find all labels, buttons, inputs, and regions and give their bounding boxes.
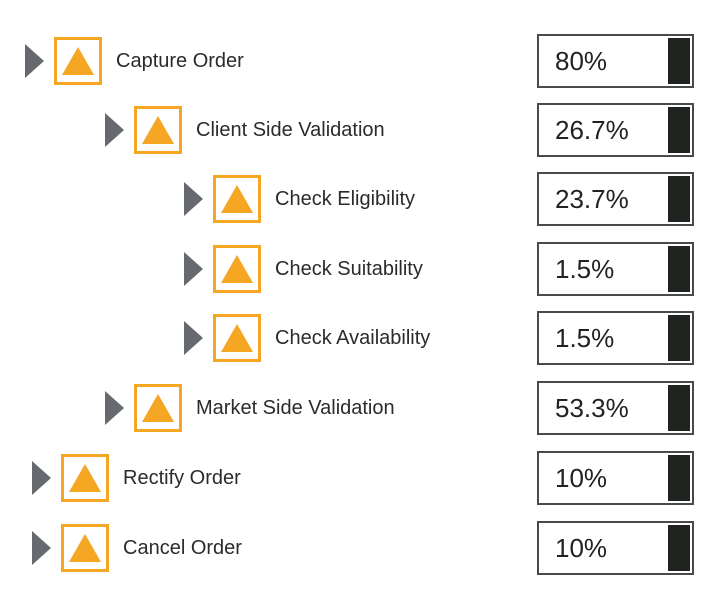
caret-right-icon[interactable] [32, 461, 51, 495]
value-bar [668, 455, 690, 501]
warning-triangle-icon [213, 175, 261, 223]
value-bar [668, 246, 690, 292]
caret-right-icon[interactable] [32, 531, 51, 565]
warning-triangle-icon [54, 37, 102, 85]
value-box: 23.7% [537, 172, 694, 226]
node-label: Client Side Validation [196, 118, 385, 141]
tree-row: Cancel Order 10% [0, 520, 716, 576]
value-text: 53.3% [555, 393, 629, 423]
caret-right-icon[interactable] [184, 321, 203, 355]
node-label: Check Eligibility [275, 187, 416, 210]
node-label: Capture Order [116, 49, 244, 72]
value-bar [668, 176, 690, 222]
value-text: 1.5% [555, 323, 615, 353]
node-label: Check Availability [275, 326, 431, 349]
tree-row: Rectify Order 10% [0, 450, 716, 506]
value-bar [668, 385, 690, 431]
value-text: 1.5% [555, 254, 615, 284]
value-bar [668, 107, 690, 153]
node-label: Rectify Order [123, 466, 241, 489]
tree-node: Check Suitability [184, 241, 423, 297]
caret-right-icon[interactable] [105, 113, 124, 147]
value-box: 1.5% [537, 311, 694, 365]
warning-triangle-icon [61, 524, 109, 572]
tree-node: Check Availability [184, 310, 430, 366]
tree-row: Check Availability 1.5% [0, 310, 716, 366]
value-text: 26.7% [555, 115, 629, 145]
value-text: 80% [555, 46, 608, 76]
value-box: 53.3% [537, 381, 694, 435]
node-label: Check Suitability [275, 257, 423, 280]
warning-triangle-icon [213, 245, 261, 293]
value-bar [668, 315, 690, 361]
value-bar [668, 525, 690, 571]
value-bar [668, 38, 690, 84]
value-box: 26.7% [537, 103, 694, 157]
tree-node: Check Eligibility [184, 171, 415, 227]
warning-triangle-icon [213, 314, 261, 362]
caret-right-icon[interactable] [184, 252, 203, 286]
tree-node: Client Side Validation [105, 102, 385, 158]
caret-right-icon[interactable] [184, 182, 203, 216]
value-box: 80% [537, 34, 694, 88]
caret-right-icon[interactable] [105, 391, 124, 425]
value-box: 10% [537, 521, 694, 575]
tree-row: Client Side Validation 26.7% [0, 102, 716, 158]
value-box: 1.5% [537, 242, 694, 296]
warning-triangle-icon [134, 384, 182, 432]
tree-row: Check Eligibility 23.7% [0, 171, 716, 227]
node-label: Cancel Order [123, 536, 242, 559]
tree-node: Rectify Order [32, 450, 241, 506]
tree-node: Market Side Validation [105, 380, 395, 436]
tree-row: Check Suitability 1.5% [0, 241, 716, 297]
value-text: 10% [555, 533, 608, 563]
tree-row: Market Side Validation 53.3% [0, 380, 716, 436]
tree-node: Capture Order [25, 33, 244, 89]
tree-node: Cancel Order [32, 520, 242, 576]
value-text: 10% [555, 463, 608, 493]
warning-triangle-icon [61, 454, 109, 502]
tree-row: Capture Order 80% [0, 33, 716, 89]
value-text: 23.7% [555, 184, 629, 214]
node-label: Market Side Validation [196, 396, 395, 419]
caret-right-icon[interactable] [25, 44, 44, 78]
value-box: 10% [537, 451, 694, 505]
warning-triangle-icon [134, 106, 182, 154]
